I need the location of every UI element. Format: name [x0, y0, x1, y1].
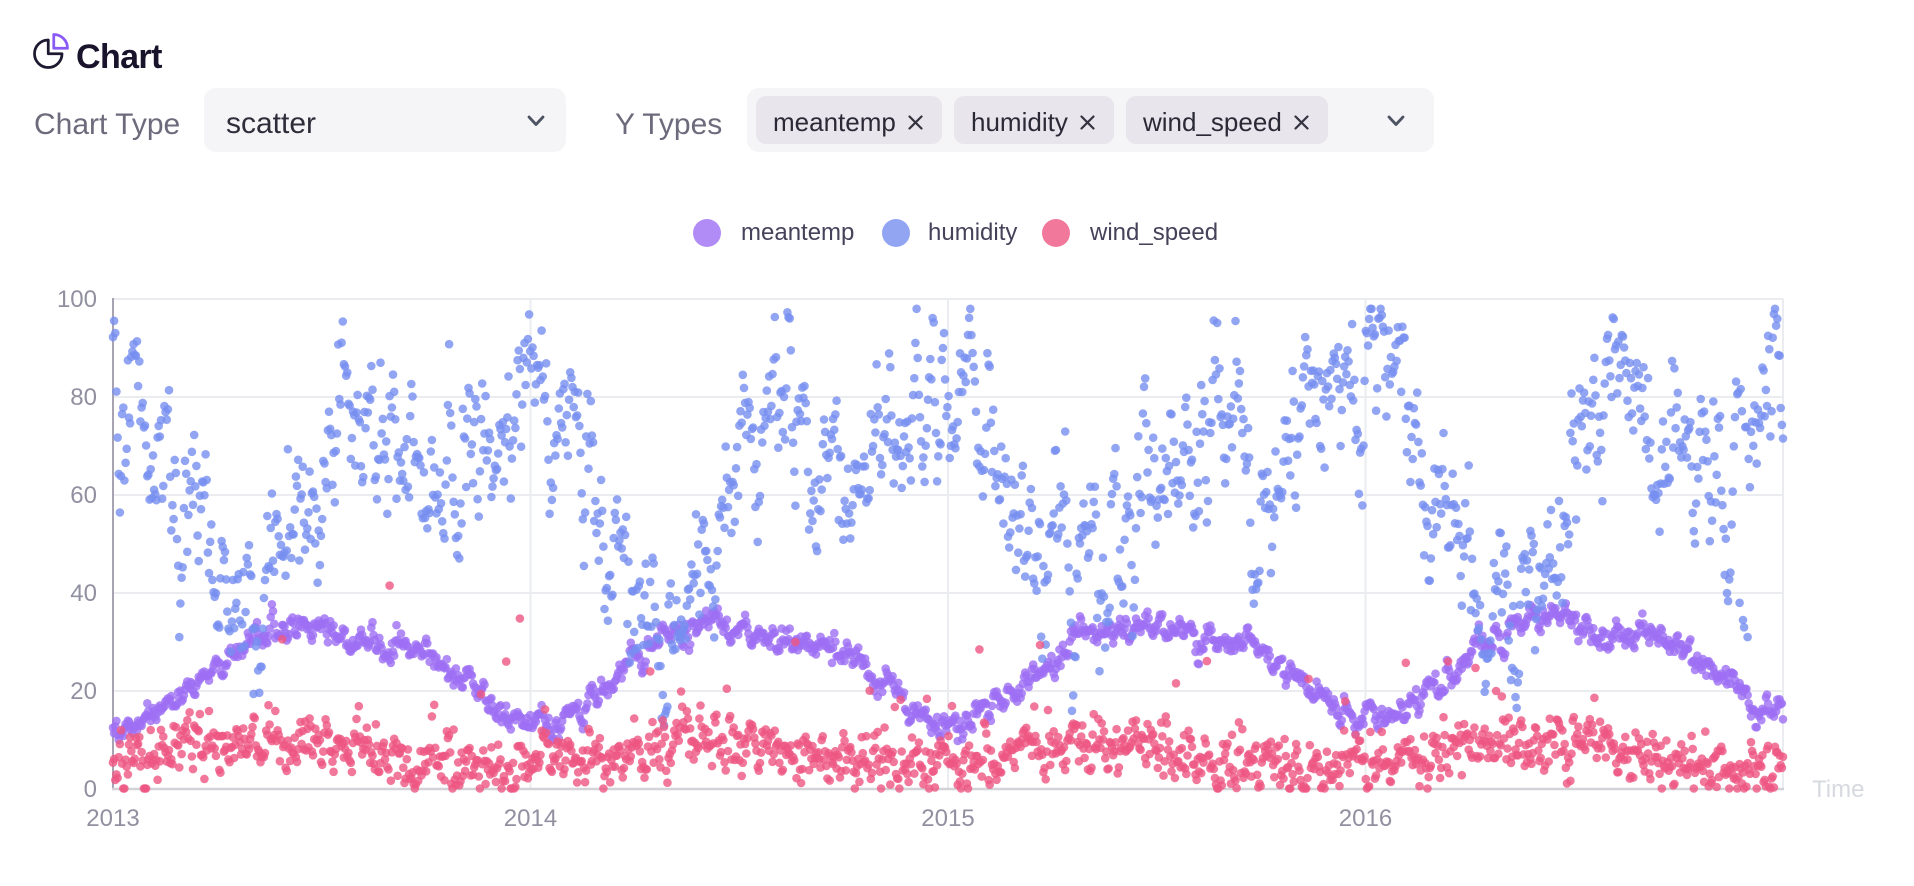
svg-text:2016: 2016 [1339, 805, 1392, 832]
svg-text:80: 80 [70, 384, 97, 411]
svg-text:Time: Time [1812, 776, 1864, 803]
svg-text:2013: 2013 [86, 805, 139, 832]
svg-text:40: 40 [70, 580, 97, 607]
svg-text:60: 60 [70, 482, 97, 509]
svg-text:2014: 2014 [504, 805, 557, 832]
svg-text:0: 0 [84, 776, 97, 803]
svg-text:100: 100 [57, 286, 97, 313]
svg-text:2015: 2015 [921, 805, 974, 832]
svg-text:20: 20 [70, 678, 97, 705]
